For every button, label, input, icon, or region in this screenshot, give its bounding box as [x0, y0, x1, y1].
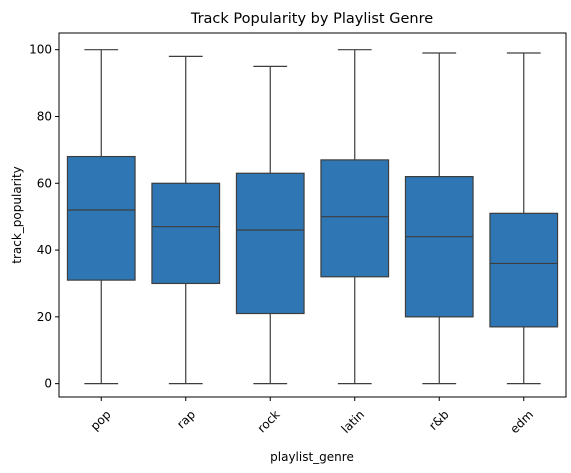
x-tick-label: latin	[339, 407, 368, 436]
box-edm	[489, 52, 559, 385]
x-tick-label: rap	[174, 407, 198, 431]
box-iqr	[151, 182, 221, 285]
y-tick-label: 20	[37, 310, 52, 324]
box-r-b	[404, 52, 474, 385]
chart-title: Track Popularity by Playlist Genre	[190, 11, 433, 27]
box-iqr	[235, 172, 305, 315]
box-latin	[320, 49, 390, 385]
plot-area	[66, 49, 559, 385]
y-axis-label: track_popularity	[10, 166, 24, 263]
box-iqr	[489, 212, 559, 328]
box-iqr	[404, 175, 474, 318]
plot-frame	[58, 32, 567, 398]
y-tick-label: 60	[37, 176, 52, 190]
box-rap	[151, 55, 221, 385]
box-rock	[235, 65, 305, 385]
y-tick-label: 80	[37, 109, 52, 123]
x-axis: pop rap rock latin r&b edm	[88, 397, 536, 436]
y-tick-label: 0	[44, 377, 52, 391]
x-tick-label: edm	[507, 407, 536, 436]
box-iqr	[320, 159, 390, 278]
x-tick-label: rock	[255, 407, 283, 435]
box-iqr	[66, 155, 136, 281]
x-axis-label: playlist_genre	[270, 450, 354, 464]
y-tick-label: 40	[37, 243, 52, 257]
x-tick-label: r&b	[426, 407, 451, 432]
x-tick-label: pop	[88, 407, 114, 433]
y-tick-label: 100	[29, 43, 52, 57]
box-pop	[66, 49, 136, 385]
y-axis: 0 20 40 60 80 100	[29, 43, 59, 391]
